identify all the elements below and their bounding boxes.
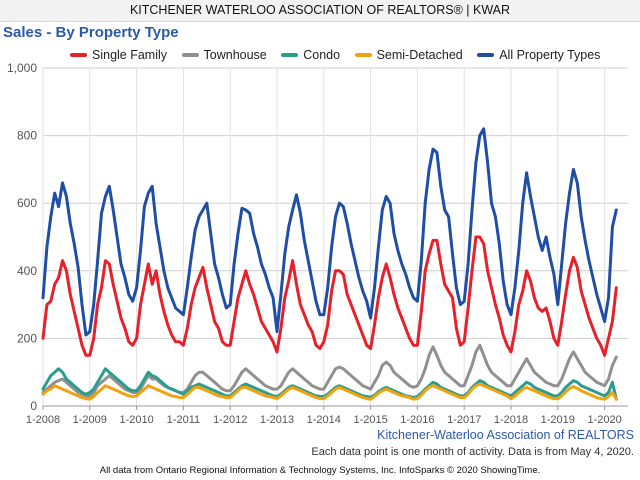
legend-label-townhouse: Townhouse	[203, 48, 267, 62]
x-tick-label: 1-2010	[119, 414, 153, 426]
x-tick-label: 1-2017	[447, 414, 481, 426]
legend-label-all-property-types: All Property Types	[499, 48, 601, 62]
legend-item-condo[interactable]: Condo	[281, 48, 340, 62]
legend-label-semi-detached: Semi-Detached	[376, 48, 463, 62]
legend-label-single-family: Single Family	[92, 48, 168, 62]
chart-title: Sales - By Property Type	[3, 24, 179, 41]
source-label: Kitchener-Waterloo Association of REALTO…	[377, 428, 634, 442]
series-line-semi-detached	[41, 382, 618, 401]
x-tick-label: 1-2012	[213, 414, 247, 426]
legend-swatch-single-family	[70, 53, 87, 57]
chart-legend: Single Family Townhouse Condo Semi-Detac…	[70, 46, 611, 62]
y-tick-label: 200	[17, 331, 37, 345]
y-tick-label: 0	[30, 399, 37, 413]
legend-item-single-family[interactable]: Single Family	[70, 48, 167, 62]
series-line-single-family	[41, 235, 618, 357]
x-tick-label: 1-2009	[73, 414, 107, 426]
x-tick-label: 1-2019	[541, 414, 575, 426]
x-tick-label: 1-2011	[167, 414, 200, 426]
legend-swatch-townhouse	[181, 53, 199, 57]
x-tick-label: 1-2014	[307, 414, 341, 426]
series-line-all-property-types	[41, 127, 618, 337]
x-tick-label: 1-2018	[494, 414, 528, 426]
x-tick-label: 1-2016	[400, 414, 434, 426]
y-tick-label: 800	[17, 129, 37, 143]
legend-item-semi-detached[interactable]: Semi-Detached	[354, 48, 463, 62]
sales-line-chart: 0 200 400 600 800 1,000 1-2008 1-2009 1-2010 1-20…	[7, 61, 628, 426]
x-tick-label: 1-2013	[260, 414, 294, 426]
legend-swatch-condo	[281, 53, 299, 57]
legend-label-condo: Condo	[303, 48, 341, 62]
y-tick-label: 600	[17, 196, 37, 210]
x-tick-label: 1-2008	[26, 414, 60, 426]
legend-swatch-semi-detached	[354, 53, 372, 57]
legend-item-townhouse[interactable]: Townhouse	[181, 48, 267, 62]
y-tick-label: 400	[17, 264, 37, 278]
footer-credit: All data from Ontario Regional Informati…	[99, 465, 541, 476]
legend-swatch-all-property-types	[477, 53, 495, 57]
legend-item-all-property-types[interactable]: All Property Types	[477, 48, 600, 62]
series-line-townhouse	[41, 343, 618, 398]
data-note: Each data point is one month of activity…	[311, 446, 634, 458]
x-tick-label: 1-2020	[587, 414, 621, 426]
y-tick-label: 1,000	[7, 61, 37, 75]
x-tick-label: 1-2015	[353, 414, 387, 426]
header-banner: KITCHENER WATERLOO ASSOCIATION OF REALTO…	[0, 0, 640, 22]
